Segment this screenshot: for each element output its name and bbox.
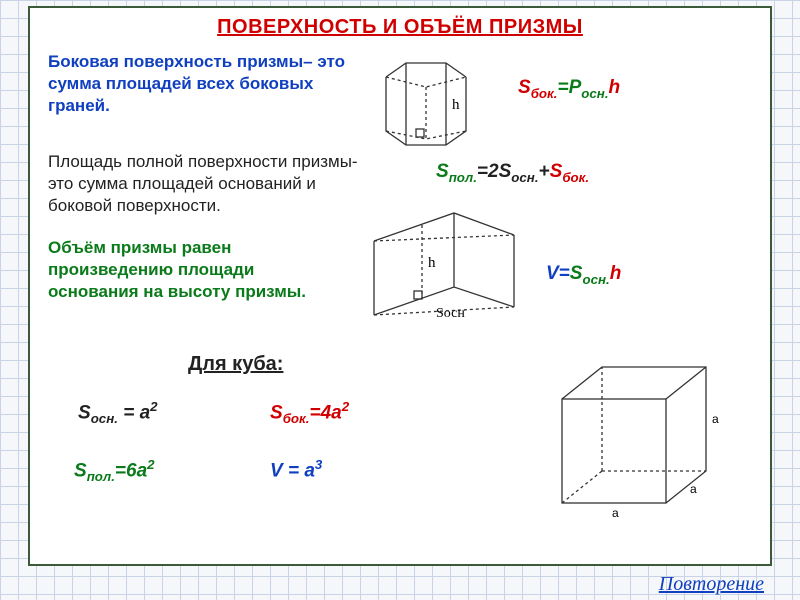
cube-v: V = a3 — [270, 457, 322, 482]
cube-sbok: Sбок.=4a2 — [270, 399, 349, 426]
formula-volume: V=Sосн.h — [546, 263, 621, 287]
cube-sosn: Sосн. = a2 — [78, 399, 158, 426]
cube-heading: Для куба: — [188, 353, 283, 376]
para-volume: Объём призмы равен произведению площади … — [48, 237, 348, 302]
content-card: ПОВЕРХНОСТЬ И ОБЪЁМ ПРИЗМЫ Боковая повер… — [28, 6, 772, 566]
cube-spol: Sпол.=6a2 — [74, 457, 155, 484]
page-title: ПОВЕРХНОСТЬ И ОБЪЁМ ПРИЗМЫ — [48, 16, 752, 39]
figure-cube: a a a — [548, 359, 728, 519]
label-a1: a — [612, 506, 619, 520]
row-volume: Объём призмы равен произведению площади … — [48, 233, 752, 353]
figure-triangle-prism: h Sосн — [362, 199, 532, 339]
row-lateral: Боковая поверхность призмы– это сумма пл… — [48, 47, 752, 147]
label-sosn: Sосн — [436, 306, 465, 321]
para-total: Площадь полной поверхности призмы- это с… — [48, 151, 358, 216]
figure-pentagon-prism: h — [366, 43, 496, 149]
label-a2: a — [690, 482, 697, 496]
label-h: h — [452, 97, 460, 113]
footer-link[interactable]: Повторение — [659, 573, 764, 596]
row-cube: Для куба: Sосн. = a2 Sбок.=4a2 Sпол.=6a2… — [48, 353, 752, 523]
label-a3: a — [712, 412, 719, 426]
para-lateral: Боковая поверхность призмы– это сумма пл… — [48, 51, 358, 116]
label-h2: h — [428, 255, 436, 271]
formula-sbok: Sбок.=Pосн.h — [518, 77, 620, 101]
formula-spol: Sпол.=2Sосн.+Sбок. — [436, 161, 589, 185]
